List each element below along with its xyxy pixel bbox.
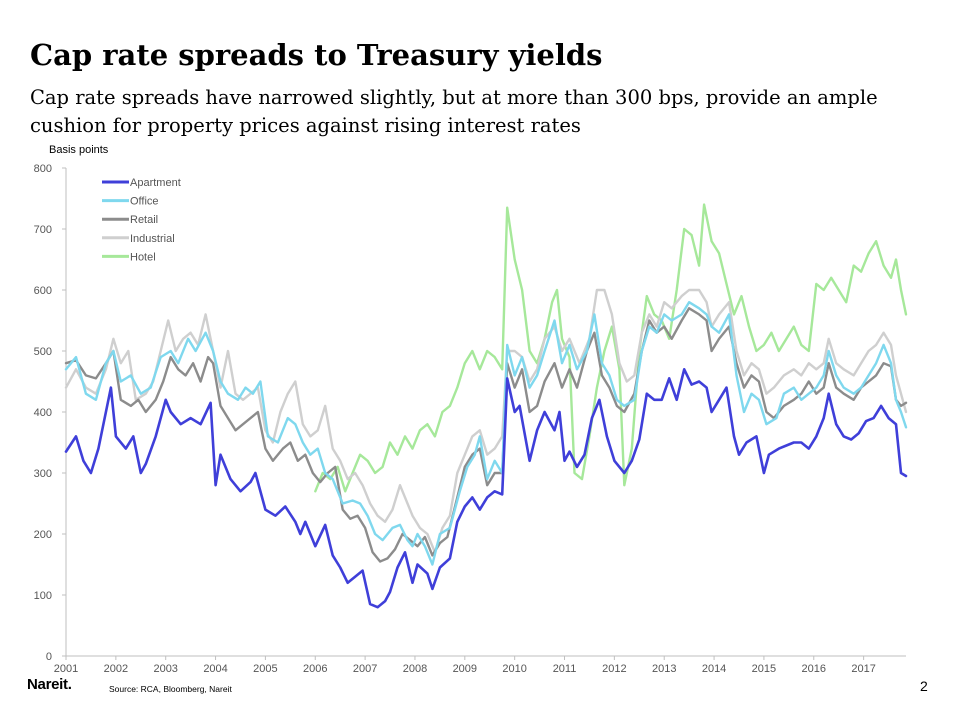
- x-tick-label: 2009: [453, 663, 477, 675]
- series-line-industrial: [64, 288, 908, 554]
- x-tick-label: 2017: [851, 663, 875, 675]
- legend-label-retail: Retail: [130, 214, 158, 226]
- y-tick-label: 300: [34, 468, 52, 480]
- series-line-apartment: [64, 368, 908, 609]
- chart-legend: Apartment Office Retail Industrial Hotel: [102, 177, 181, 263]
- page-number: 2: [920, 678, 928, 694]
- chart-axes: 0 100 200 300 400 500 600 700 800 2001 2002 2003 200…: [34, 163, 906, 675]
- x-tick-label: 2011: [553, 663, 577, 675]
- x-tick-label: 2014: [702, 663, 726, 675]
- chart-title: Cap rate spreads to Treasury yields: [30, 38, 603, 72]
- x-tick-label: 2010: [502, 663, 526, 675]
- x-tick-label: 2002: [104, 663, 128, 675]
- nareit-logo: Nareit.: [27, 676, 72, 693]
- x-tick-label: 2013: [652, 663, 676, 675]
- x-tick-label: 2012: [602, 663, 626, 675]
- x-tick-label: 2001: [54, 663, 78, 675]
- legend-label-apartment: Apartment: [130, 177, 181, 189]
- legend-label-industrial: Industrial: [130, 233, 175, 245]
- chart-series: [64, 203, 908, 609]
- x-tick-label: 2003: [153, 663, 177, 675]
- x-tick-label: 2007: [353, 663, 377, 675]
- y-tick-label: 500: [34, 346, 52, 358]
- y-tick-label: 400: [34, 407, 52, 419]
- x-tick-label: 2006: [303, 663, 327, 675]
- legend-label-office: Office: [130, 196, 159, 208]
- y-tick-label: 700: [34, 224, 52, 236]
- series-line-retail: [64, 307, 908, 563]
- y-tick-label: 0: [46, 651, 52, 663]
- series-line-hotel: [314, 203, 908, 493]
- x-tick-label: 2016: [802, 663, 826, 675]
- source-note: Source: RCA, Bloomberg, Nareit: [109, 684, 232, 694]
- x-tick-label: 2008: [403, 663, 427, 675]
- x-tick-label: 2004: [203, 663, 227, 675]
- y-tick-label: 100: [34, 590, 52, 602]
- y-tick-label: 800: [34, 163, 52, 175]
- x-tick-label: 2005: [253, 663, 277, 675]
- legend-label-hotel: Hotel: [130, 251, 156, 263]
- x-tick-label: 2015: [752, 663, 776, 675]
- y-axis-label: Basis points: [49, 144, 109, 156]
- y-tick-label: 200: [34, 529, 52, 541]
- series-line-office: [64, 301, 908, 566]
- y-tick-label: 600: [34, 285, 52, 297]
- chart-subtitle: Cap rate spreads have narrowed slightly,…: [30, 86, 878, 137]
